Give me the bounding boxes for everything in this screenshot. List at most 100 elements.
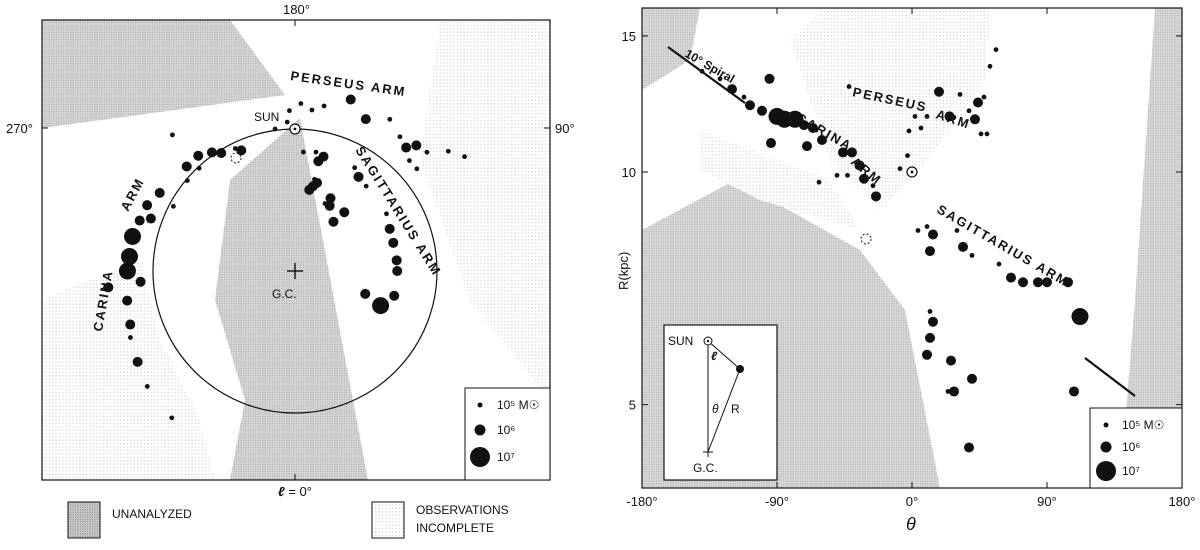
inset-r-label: R (731, 402, 740, 416)
map-cloud-point (206, 147, 217, 158)
legend-marker-medium (474, 424, 486, 436)
legend-label-1e5: 10⁵ M☉ (497, 398, 539, 412)
map-cloud-point (287, 108, 292, 114)
map-cloud-point (339, 207, 350, 218)
cloud-point (808, 123, 818, 134)
x-axis-label: θ (906, 514, 916, 534)
sun-marker (289, 123, 301, 135)
right-incomplete-region (790, 8, 990, 210)
x-tick-label: 180° (1169, 494, 1196, 509)
map-cloud-point (144, 383, 150, 389)
map-cloud-point (360, 114, 371, 125)
map-cloud-point (389, 290, 400, 301)
inset-center-cloud-line (707, 368, 741, 453)
map-cloud-point (145, 213, 156, 224)
cloud-point (934, 86, 944, 97)
shading-legend: UNANALYZED OBSERVATIONS INCOMPLETE (67, 501, 509, 539)
map-cloud-point (407, 158, 412, 163)
cloud-point (966, 108, 972, 114)
cloud-point (817, 134, 827, 145)
right-sun-dot (910, 170, 914, 174)
sun-label: SUN (254, 110, 279, 124)
cloud-point (847, 147, 857, 158)
map-cloud-point (272, 126, 278, 132)
x-tick-label: 0° (906, 494, 918, 509)
cloud-point (1069, 386, 1079, 397)
right-dashed-marker (860, 233, 872, 245)
cloud-point (958, 241, 968, 252)
y-axis-label: R(kpc) (616, 252, 631, 290)
map-cloud-point (125, 319, 136, 330)
cloud-point (854, 160, 865, 171)
right-legend-marker-large (1096, 461, 1116, 481)
left-axis-right-label: 90° (555, 121, 575, 136)
longitude-value: = 0° (285, 484, 312, 499)
map-cloud-point (122, 295, 133, 306)
incomplete-label-line2: INCOMPLETE (416, 521, 494, 535)
map-cloud-point (313, 156, 324, 167)
map-cloud-point (372, 297, 390, 315)
cloud-point (978, 131, 984, 137)
galactic-center-marker (287, 263, 303, 279)
left-incomplete-region (420, 20, 550, 400)
cloud-point (964, 442, 974, 453)
map-cloud-point (304, 184, 315, 195)
y-tick-label: 15 (622, 29, 636, 44)
y-tick-label: 5 (629, 398, 636, 413)
map-cloud-point (313, 149, 319, 155)
cloud-point (957, 92, 963, 97)
cloud-point (927, 309, 933, 314)
dashed-marker (230, 152, 242, 164)
cloud-point (905, 153, 910, 159)
cloud-point (727, 84, 737, 95)
cloud-point (1006, 272, 1016, 283)
right-sun-marker (906, 166, 918, 178)
map-cloud-point (103, 282, 114, 293)
left-axis-bottom-label: ℓ = 0° (278, 484, 312, 499)
left-axis-left-label: 270° (6, 121, 33, 136)
map-cloud-point (384, 223, 395, 234)
map-cloud-point (397, 134, 403, 140)
legend-marker-large (470, 447, 490, 467)
map-cloud-point (424, 149, 430, 155)
cloud-point (1033, 277, 1043, 288)
cloud-point (981, 94, 987, 100)
map-cloud-point (345, 94, 356, 105)
perseus-arm-label: PERSEUS ARM (290, 68, 408, 99)
cloud-point (845, 172, 850, 178)
cloud-point (967, 373, 977, 384)
cloud-point (757, 105, 767, 116)
cloud-point (859, 173, 869, 184)
map-cloud-point (154, 187, 165, 198)
map-cloud-point (170, 132, 175, 138)
right-legend-marker-small (1103, 422, 1109, 428)
cloud-point (1042, 277, 1052, 288)
cloud-point (954, 228, 960, 233)
map-cloud-point (300, 149, 306, 155)
geometry-inset: SUN G.C. θ R ℓ (663, 324, 778, 481)
cloud-point (834, 172, 840, 178)
x-tick-label: -180° (626, 494, 657, 509)
cloud-point (699, 68, 705, 74)
cloud-point (1071, 308, 1089, 326)
map-cloud-point (325, 193, 336, 204)
cloud-point (946, 355, 956, 366)
x-tick-label: -90° (765, 494, 789, 509)
cloud-point (870, 183, 876, 189)
right-legend-label-1e5: 10⁵ M☉ (1122, 418, 1164, 432)
right-cloud-points (699, 47, 1089, 453)
cloud-point (922, 349, 932, 360)
right-legend: 10⁵ M☉ 10⁶ 10⁷ (1089, 407, 1183, 489)
x-tick-label: 90° (1037, 494, 1057, 509)
left-axis-top-label: 180° (283, 2, 310, 17)
map-cloud-point (123, 227, 141, 245)
unanalyzed-swatch (67, 501, 101, 539)
cloud-point (846, 84, 852, 89)
map-cloud-point (363, 183, 369, 189)
cloud-point (969, 252, 975, 258)
cloud-point (897, 166, 903, 172)
incomplete-label-line1: OBSERVATIONS (416, 503, 509, 517)
cloud-point (993, 47, 999, 52)
map-cloud-point (462, 154, 467, 160)
map-cloud-point (384, 211, 389, 217)
